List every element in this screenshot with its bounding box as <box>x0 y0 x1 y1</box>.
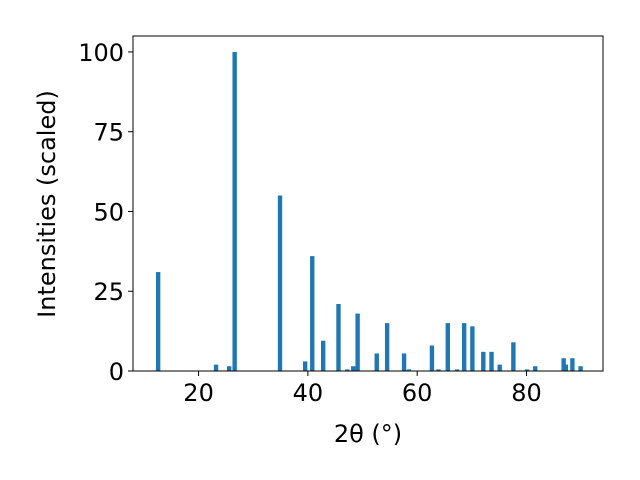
x-tick-label-20: 20 <box>183 379 214 407</box>
y-axis-title: Intensities (scaled) <box>33 90 61 318</box>
bar-17 <box>436 369 441 371</box>
bar-3 <box>232 51 237 371</box>
bars-group <box>155 51 583 371</box>
bar-29 <box>563 364 569 371</box>
bar-26 <box>524 369 530 371</box>
bar-22 <box>481 351 486 371</box>
plot-frame <box>132 35 604 372</box>
y-tick-label-50: 50 <box>93 198 124 226</box>
bar-19 <box>454 369 460 371</box>
x-tick-label-60: 60 <box>402 379 433 407</box>
bar-11 <box>355 313 360 371</box>
x-tick-label-40: 40 <box>293 379 324 407</box>
bar-23 <box>489 351 494 371</box>
bar-7 <box>321 340 326 371</box>
bar-24 <box>497 364 502 371</box>
bar-10 <box>351 366 356 371</box>
bar-5 <box>302 361 308 371</box>
bar-18 <box>445 323 450 371</box>
y-tick-label-75: 75 <box>93 119 124 147</box>
bar-13 <box>384 323 390 371</box>
x-tick-label-80: 80 <box>511 379 542 407</box>
bar-15 <box>406 369 412 371</box>
bar-8 <box>336 304 341 371</box>
bar-30 <box>570 358 575 371</box>
bar-1 <box>213 364 219 371</box>
bar-31 <box>578 366 583 371</box>
bar-6 <box>310 256 315 371</box>
bar-28 <box>561 358 566 371</box>
bar-4 <box>277 195 283 371</box>
bar-14 <box>401 353 407 371</box>
bar-12 <box>374 353 379 371</box>
y-tick-label-0: 0 <box>109 358 124 386</box>
y-tick-label-25: 25 <box>93 278 124 306</box>
x-axis-title: 2θ (°) <box>334 420 402 448</box>
bar-9 <box>345 369 350 371</box>
y-axis: 0 25 50 75 100 <box>78 39 133 386</box>
bar-2 <box>227 366 232 371</box>
bar-27 <box>533 366 538 371</box>
bar-20 <box>462 323 467 371</box>
x-axis: 20 40 60 80 <box>183 371 542 407</box>
y-tick-label-100: 100 <box>78 39 124 67</box>
bar-16 <box>429 345 435 371</box>
bar-21 <box>470 326 475 371</box>
bar-0 <box>155 272 161 371</box>
bar-25 <box>511 342 516 371</box>
